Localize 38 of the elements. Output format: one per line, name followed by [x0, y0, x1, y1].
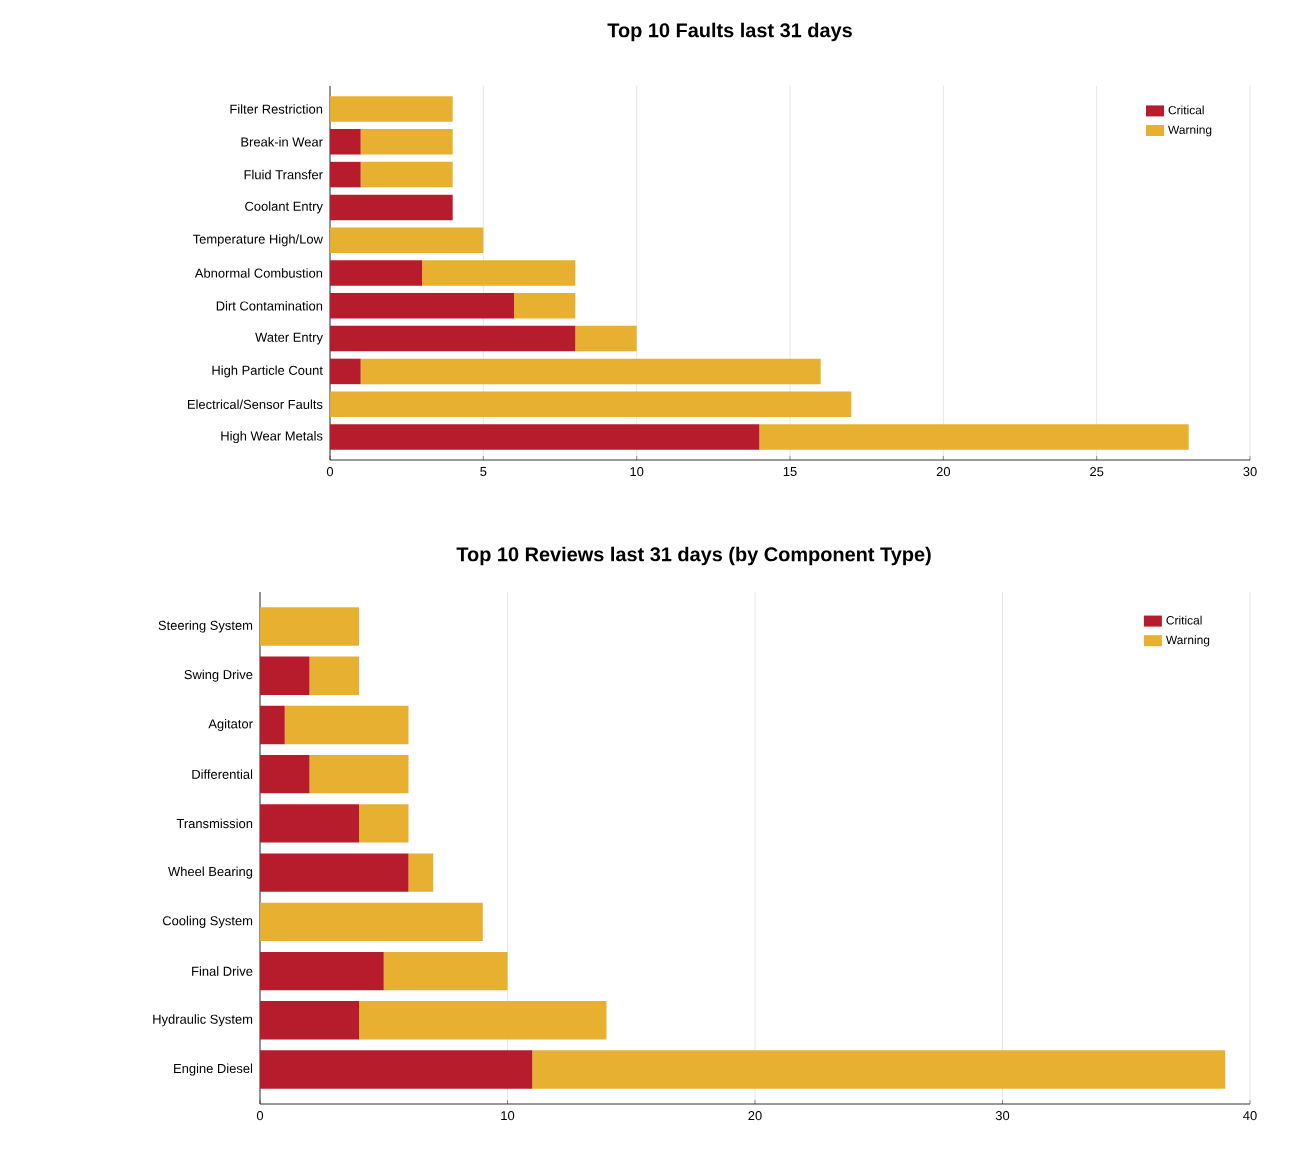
bar — [575, 325, 637, 352]
bar — [514, 293, 576, 319]
bar — [330, 325, 576, 352]
bar — [759, 424, 1189, 450]
chart-title: Top 10 Reviews last 31 days (by Component Type) — [456, 546, 931, 566]
bar — [360, 358, 821, 385]
bar — [330, 293, 515, 319]
bar — [359, 1001, 607, 1040]
bar — [260, 1050, 533, 1089]
bar — [284, 705, 409, 745]
bar — [408, 853, 434, 892]
bar — [330, 227, 484, 253]
bar — [260, 902, 483, 942]
chart-title: Top 10 Faults last 31 days — [607, 22, 852, 42]
bar — [260, 607, 359, 646]
bar — [360, 129, 453, 155]
bar — [360, 161, 453, 188]
bar — [330, 194, 453, 221]
bar — [330, 260, 423, 286]
bar — [260, 754, 310, 794]
bar — [330, 424, 760, 450]
bar — [330, 391, 852, 417]
bar — [330, 358, 361, 385]
bar — [260, 804, 359, 843]
bar — [260, 705, 285, 745]
bar — [309, 754, 409, 794]
bar — [260, 656, 310, 695]
bar — [260, 853, 409, 892]
bar — [383, 951, 508, 991]
bar — [260, 1001, 359, 1040]
bar — [532, 1050, 1226, 1089]
bar — [330, 96, 453, 122]
bar — [422, 260, 576, 286]
bar — [330, 161, 361, 188]
bar — [359, 804, 409, 843]
bar — [330, 129, 361, 155]
bar — [260, 951, 384, 991]
bar — [309, 656, 359, 695]
